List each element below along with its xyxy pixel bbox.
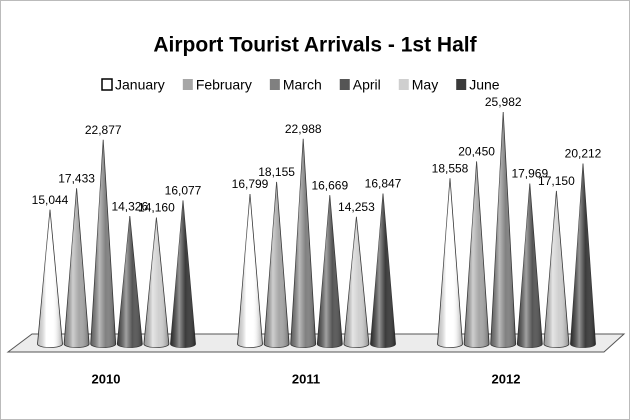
value-label: 16,669: [311, 178, 348, 192]
cone-shine: [90, 139, 116, 348]
cone: [170, 200, 196, 348]
cone-shine: [64, 188, 90, 348]
cone-shine: [370, 193, 396, 348]
value-label: 16,847: [365, 177, 402, 191]
cone-shine: [264, 181, 290, 348]
value-label: 18,558: [432, 161, 469, 175]
cone-shine: [437, 178, 463, 348]
cone: [370, 193, 396, 348]
cone: [90, 139, 117, 348]
cone: [437, 178, 463, 348]
value-label: 25,982: [485, 95, 522, 109]
cone: [237, 193, 263, 348]
cone-shine: [290, 138, 316, 348]
cone: [343, 216, 370, 348]
value-label: 14,253: [338, 200, 375, 214]
legend-label: April: [353, 77, 381, 93]
cone-shine: [143, 217, 169, 348]
legend-label: June: [469, 77, 500, 93]
legend-label: May: [412, 77, 438, 93]
value-label: 20,450: [458, 145, 495, 159]
legend: January February March April May June: [101, 77, 500, 93]
legend-swatch: [339, 79, 350, 90]
cone: [143, 217, 170, 348]
cone: [570, 163, 596, 348]
legend-swatch: [456, 79, 467, 90]
cone-shine: [117, 216, 143, 348]
cone: [463, 161, 490, 348]
cone-shine: [170, 200, 196, 348]
value-label: 14,160: [138, 201, 175, 215]
value-label: 17,433: [58, 172, 95, 186]
legend-swatch: [101, 78, 113, 91]
cone-shine: [464, 161, 490, 348]
cone-shine: [343, 216, 369, 348]
legend-swatch: [269, 79, 280, 90]
cone-shine: [517, 183, 543, 348]
cone: [116, 216, 143, 348]
value-label: 22,988: [285, 122, 322, 136]
x-tick-label: 2012: [492, 371, 521, 386]
cone: [63, 188, 90, 348]
cone-shine: [237, 193, 263, 348]
legend-swatch: [398, 79, 409, 90]
value-label: 16,799: [232, 177, 269, 191]
legend-label: February: [196, 77, 252, 93]
x-tick-label: 2011: [292, 371, 320, 386]
cone-shine: [317, 195, 343, 348]
chart-title: Airport Tourist Arrivals - 1st Half: [153, 34, 477, 57]
cone: [490, 111, 517, 348]
cone: [316, 195, 343, 348]
cone: [516, 183, 543, 348]
x-tick-label: 2010: [92, 371, 121, 386]
legend-label: March: [283, 77, 322, 93]
cone-shine: [490, 112, 516, 348]
cone-shine: [570, 163, 596, 348]
cone: [263, 181, 290, 348]
value-label: 20,212: [565, 147, 602, 161]
cone: [290, 138, 317, 348]
value-label: 15,044: [32, 193, 69, 207]
value-label: 16,077: [165, 184, 202, 198]
cone: [37, 209, 63, 348]
value-label: 17,969: [511, 167, 548, 181]
cone: [543, 190, 570, 348]
cone-shine: [37, 209, 63, 348]
cone-shine: [543, 190, 569, 348]
value-label: 22,877: [85, 123, 122, 137]
value-label: 17,150: [538, 174, 575, 188]
legend-swatch: [182, 79, 193, 90]
value-label: 18,155: [258, 165, 295, 179]
value-label: 14,326: [111, 199, 148, 213]
legend-label: January: [115, 77, 165, 93]
